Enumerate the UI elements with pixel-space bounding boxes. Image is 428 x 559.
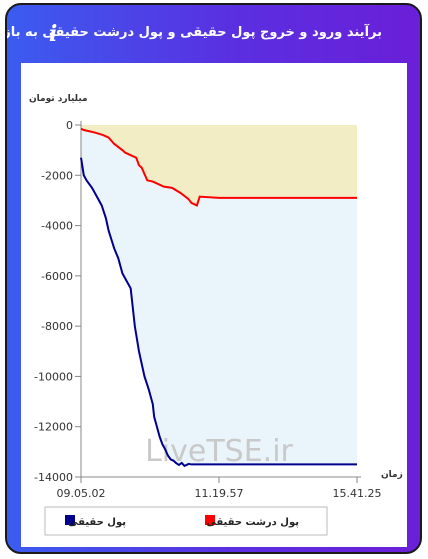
y-tick-label-7: -14000 <box>34 471 73 484</box>
chart-svg: 0 -2000 -4000 -6000 -8000 -10000 -12000 -14000 0… <box>29 94 403 536</box>
y-tick-label-4: -8000 <box>41 320 73 333</box>
y-tick-label-1: -2000 <box>41 169 73 182</box>
legend-swatch-big-real <box>205 515 215 525</box>
y-tick-label-5: -10000 <box>34 370 73 383</box>
x-tick-label-0: 09.05.02 <box>57 487 106 500</box>
y-tick-label-6: -12000 <box>34 421 73 434</box>
series-line-big-real <box>80 127 357 207</box>
card-header: برآیند ورود و خروج پول حقیقی و پول درشت … <box>7 5 420 63</box>
x-tick-label-2: 15.41.25 <box>333 487 382 500</box>
y-tick-label-2: -4000 <box>41 220 73 233</box>
series-line-real <box>80 157 357 468</box>
x-tick-label-1: 11.19.57 <box>195 487 244 500</box>
card-title: برآیند ورود و خروج پول حقیقی و پول درشت … <box>5 25 382 40</box>
area-fill-big-real <box>81 125 357 206</box>
chart-panel: 0 -2000 -4000 -6000 -8000 -10000 -12000 -14000 0… <box>21 63 407 547</box>
y-tick-label-0: 0 <box>66 119 73 132</box>
chart-card: برآیند ورود و خروج پول حقیقی و پول درشت … <box>5 3 422 554</box>
area-fill-real <box>81 125 357 466</box>
watermark: LiveTSE.ir <box>145 434 293 469</box>
y-axis-title: میلیارد تومان <box>29 94 88 104</box>
legend-label-big-real: پول درشت حقیقی <box>206 517 299 528</box>
legend-swatch-real <box>65 515 75 525</box>
info-icon[interactable]: i <box>49 21 58 47</box>
x-axis-title: زمان <box>381 470 403 480</box>
legend-label-real: پول حقیقی <box>68 517 126 528</box>
y-tick-label-3: -6000 <box>41 270 73 283</box>
legend-box <box>44 506 328 536</box>
